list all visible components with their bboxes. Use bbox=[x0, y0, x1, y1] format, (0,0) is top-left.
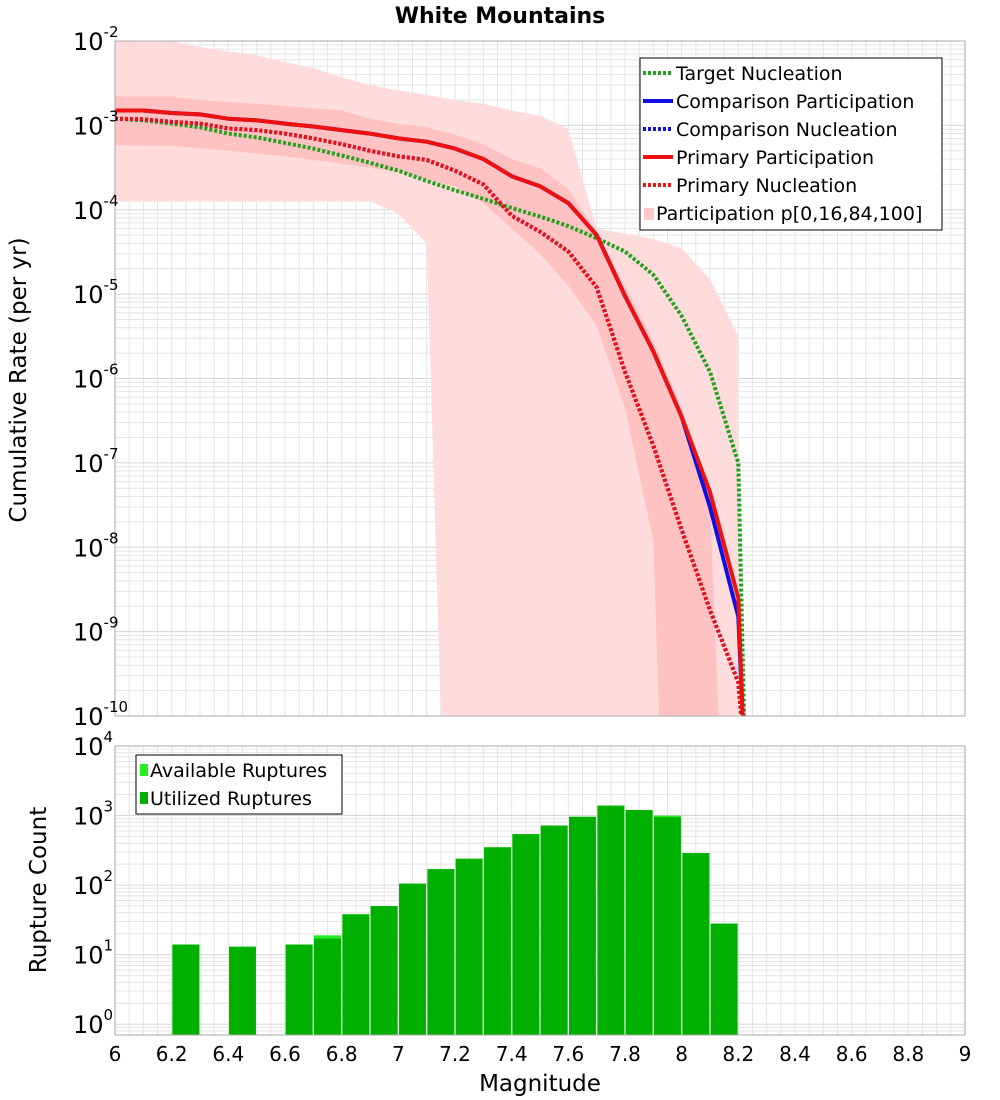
bar-utilized-ruptures bbox=[654, 817, 681, 1035]
bar-utilized-ruptures bbox=[484, 847, 511, 1035]
count-legend: Available Ruptures Utilized Ruptures bbox=[135, 754, 343, 815]
band-p0-p100 bbox=[115, 41, 739, 716]
bar-utilized-ruptures bbox=[285, 944, 313, 1035]
y-tick-label: 10-8 bbox=[73, 529, 119, 562]
bar-utilized-ruptures bbox=[229, 946, 256, 1035]
y-tick-label: 100 bbox=[73, 1006, 113, 1039]
y-tick-label: 10-10 bbox=[73, 698, 128, 731]
y-tick-label: 104 bbox=[73, 728, 113, 761]
x-tick-label: 6.4 bbox=[212, 1042, 244, 1066]
x-tick-label: 7.4 bbox=[496, 1042, 528, 1066]
bar-utilized-ruptures bbox=[569, 816, 596, 1035]
y-tick-label: 101 bbox=[73, 937, 113, 970]
x-axis-label: Magnitude bbox=[479, 1071, 601, 1097]
legend-box bbox=[135, 754, 343, 815]
x-tick-label: 8.6 bbox=[836, 1042, 868, 1066]
y-tick-label: 10-6 bbox=[73, 361, 119, 394]
chart-title: White Mountains bbox=[395, 4, 606, 29]
y-tick-label: 10-4 bbox=[73, 192, 119, 225]
x-tick-label: 7 bbox=[392, 1042, 405, 1066]
x-axis-ticks: 6 6.2 6.4 6.6 6.8 7 7.2 7.4 7.6 7.8 8 8.2 8.4 8.6 8.8 9 bbox=[109, 1042, 972, 1066]
legend-swatch-band bbox=[644, 208, 654, 220]
rate-y-ticks: 10-2 10-3 10-4 10-5 10-6 10-7 10-8 10-9 10-10 bbox=[73, 23, 128, 731]
x-tick-label: 6.8 bbox=[326, 1042, 358, 1066]
legend-swatch-bar bbox=[140, 792, 148, 804]
legend-label: Available Ruptures bbox=[150, 760, 327, 782]
x-tick-label: 7.2 bbox=[439, 1042, 471, 1066]
count-bars bbox=[172, 805, 738, 1035]
legend-label: Utilized Ruptures bbox=[150, 788, 312, 810]
count-plot-frame bbox=[114, 745, 966, 1036]
legend-label: Primary Participation bbox=[676, 147, 874, 169]
bar-utilized-ruptures bbox=[370, 906, 398, 1035]
x-tick-label: 7.6 bbox=[552, 1042, 584, 1066]
x-tick-label: 8.4 bbox=[779, 1042, 811, 1066]
x-tick-label: 8.8 bbox=[892, 1042, 924, 1066]
rate-plot: 10-2 10-3 10-4 10-5 10-6 10-7 10-8 10-9 10-10 Tar… bbox=[73, 23, 966, 731]
x-tick-label: 8 bbox=[675, 1042, 688, 1066]
bar-utilized-ruptures bbox=[710, 923, 738, 1035]
bar-utilized-ruptures bbox=[512, 834, 540, 1035]
y-tick-label: 10-7 bbox=[73, 445, 119, 478]
legend-label: Participation p[0,16,84,100] bbox=[656, 203, 922, 225]
bar-utilized-ruptures bbox=[597, 805, 625, 1035]
rupture-count-plot: 104 103 102 101 100 Available Ruptures Utilize… bbox=[73, 728, 966, 1039]
y-tick-label: 10-2 bbox=[73, 23, 119, 56]
series-primary-participation bbox=[115, 108, 745, 716]
bar-utilized-ruptures bbox=[682, 853, 710, 1035]
legend-label: Comparison Participation bbox=[676, 91, 914, 113]
x-tick-label: 9 bbox=[959, 1042, 972, 1066]
legend-swatch-bar bbox=[140, 764, 148, 776]
x-tick-label: 6.2 bbox=[156, 1042, 188, 1066]
y-tick-label: 10-5 bbox=[73, 276, 119, 309]
y-tick-label: 102 bbox=[73, 867, 113, 900]
y-tick-label: 10-3 bbox=[73, 107, 119, 140]
bar-utilized-ruptures bbox=[625, 810, 653, 1035]
legend-label: Primary Nucleation bbox=[676, 175, 857, 197]
bar-utilized-ruptures bbox=[314, 938, 341, 1035]
bar-utilized-ruptures bbox=[399, 883, 426, 1035]
legend-label: Target Nucleation bbox=[675, 63, 843, 85]
x-tick-label: 7.8 bbox=[609, 1042, 641, 1066]
bar-utilized-ruptures bbox=[427, 869, 455, 1035]
legend-label: Comparison Nucleation bbox=[676, 119, 898, 141]
bar-utilized-ruptures bbox=[342, 914, 370, 1035]
x-tick-label: 6.6 bbox=[269, 1042, 301, 1066]
rate-legend: Target Nucleation Comparison Participatio… bbox=[639, 57, 943, 231]
bar-utilized-ruptures bbox=[540, 825, 568, 1035]
x-tick-label: 6 bbox=[109, 1042, 122, 1066]
y-axis-label-rate: Cumulative Rate (per yr) bbox=[6, 237, 32, 522]
rate-plot-frame bbox=[114, 40, 966, 717]
bar-utilized-ruptures bbox=[172, 944, 200, 1035]
legend-box bbox=[639, 57, 943, 231]
y-tick-label: 10-9 bbox=[73, 614, 119, 647]
x-tick-label: 8.2 bbox=[722, 1042, 754, 1066]
count-y-ticks: 104 103 102 101 100 bbox=[73, 728, 113, 1039]
y-axis-label-count: Rupture Count bbox=[26, 807, 52, 973]
series-primary-nucleation bbox=[115, 116, 744, 716]
y-tick-label: 103 bbox=[73, 798, 113, 831]
bar-utilized-ruptures bbox=[455, 858, 483, 1035]
rate-data bbox=[115, 41, 746, 716]
